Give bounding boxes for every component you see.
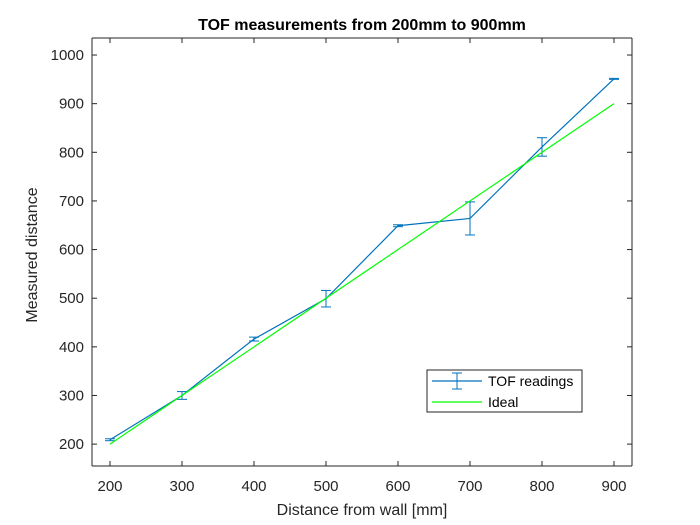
x-tick-label: 900 xyxy=(601,478,626,495)
errorbar xyxy=(537,137,547,157)
errorbar xyxy=(105,438,115,442)
x-tick-label: 700 xyxy=(457,478,482,495)
x-tick-label: 200 xyxy=(97,478,122,495)
legend-label: TOF readings xyxy=(488,373,573,389)
legend-label: Ideal xyxy=(488,394,518,410)
y-tick-label: 200 xyxy=(59,436,84,453)
y-tick-label: 500 xyxy=(59,290,84,307)
series-line-ideal xyxy=(109,103,615,445)
series-layer xyxy=(105,77,619,445)
errorbar xyxy=(249,336,259,342)
x-tick-label: 800 xyxy=(529,478,554,495)
x-tick-label: 500 xyxy=(313,478,338,495)
x-tick-label: 600 xyxy=(385,478,410,495)
y-tick-label: 300 xyxy=(59,387,84,404)
series-line-tof-readings xyxy=(109,78,615,441)
chart-title: TOF measurements from 200mm to 900mm xyxy=(198,17,526,34)
legend: TOF readings Ideal xyxy=(426,369,583,413)
y-tick-label: 800 xyxy=(59,144,84,161)
x-tick-label: 300 xyxy=(169,478,194,495)
y-axis: 200 300 400 500 600 700 800 900 1000 xyxy=(51,47,632,453)
legend-item-tof-readings: TOF readings xyxy=(432,372,573,390)
errorbar xyxy=(609,77,619,80)
legend-box xyxy=(426,369,583,413)
y-tick-label: 1000 xyxy=(51,47,84,64)
errorbar xyxy=(465,201,475,236)
x-axis: 200 300 400 500 600 700 800 900 xyxy=(97,38,627,495)
y-tick-label: 700 xyxy=(59,193,84,210)
y-axis-title: Measured distance xyxy=(24,187,41,322)
y-tick-label: 900 xyxy=(59,96,84,113)
y-tick-label: 400 xyxy=(59,339,84,356)
x-tick-label: 400 xyxy=(241,478,266,495)
legend-item-ideal: Ideal xyxy=(432,394,518,410)
errorbar xyxy=(393,224,403,228)
y-tick-label: 600 xyxy=(59,242,84,259)
x-axis-title: Distance from wall [mm] xyxy=(277,502,448,519)
